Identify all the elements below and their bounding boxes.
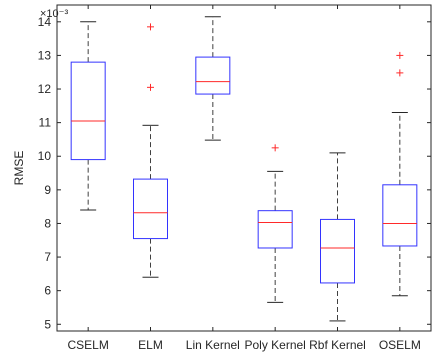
box-series <box>70 16 418 322</box>
outlier-marker <box>271 144 279 152</box>
x-tick-label: Poly Kernel <box>244 338 305 352</box>
outlier-marker <box>147 83 154 91</box>
y-tick-label: 8 <box>44 216 51 230</box>
iqr-box <box>133 178 168 240</box>
x-tick-label: CSELM <box>67 338 108 352</box>
iqr-box <box>257 210 293 249</box>
y-axis-label: RMSE <box>12 151 26 186</box>
y-axis-exponent: ×10⁻³ <box>40 8 68 20</box>
y-tick-label: 12 <box>38 82 52 96</box>
x-tick-label: Rbf Kernel <box>309 338 366 352</box>
outlier-marker <box>147 23 154 31</box>
outlier-marker <box>396 51 404 59</box>
y-tick-label: 9 <box>44 183 51 197</box>
box-rbf-kernel <box>320 152 355 322</box>
y-tick-label: 13 <box>38 48 52 62</box>
iqr-box <box>320 218 355 284</box>
y-tick-label: 11 <box>39 116 52 130</box>
plot-area <box>56 4 432 332</box>
y-tick-label: 14 <box>38 15 52 29</box>
x-tick-label: Lin Kernel <box>186 338 240 352</box>
y-axis-ticks: 5 6 7 8 9 10 11 12 13 14 <box>38 15 431 331</box>
box-poly-kernel <box>257 144 293 303</box>
box-cselm <box>70 21 106 211</box>
y-tick-label: 5 <box>44 317 51 331</box>
outlier-marker <box>396 69 404 77</box>
iqr-box <box>195 56 231 95</box>
x-tick-label: ELM <box>138 338 163 352</box>
y-tick-label: 6 <box>44 284 51 298</box>
x-axis-ticks: CSELM ELM Lin Kernel Poly Kernel Rbf Kernel O… <box>67 5 421 352</box>
box-lin-kernel <box>195 16 231 141</box>
x-tick-label: OSELM <box>379 338 421 352</box>
y-tick-label: 7 <box>44 250 51 264</box>
iqr-box <box>382 184 418 247</box>
y-tick-label: 10 <box>38 149 52 163</box>
box-elm <box>133 23 168 278</box>
iqr-box <box>70 61 106 161</box>
box-oselm <box>382 51 418 297</box>
